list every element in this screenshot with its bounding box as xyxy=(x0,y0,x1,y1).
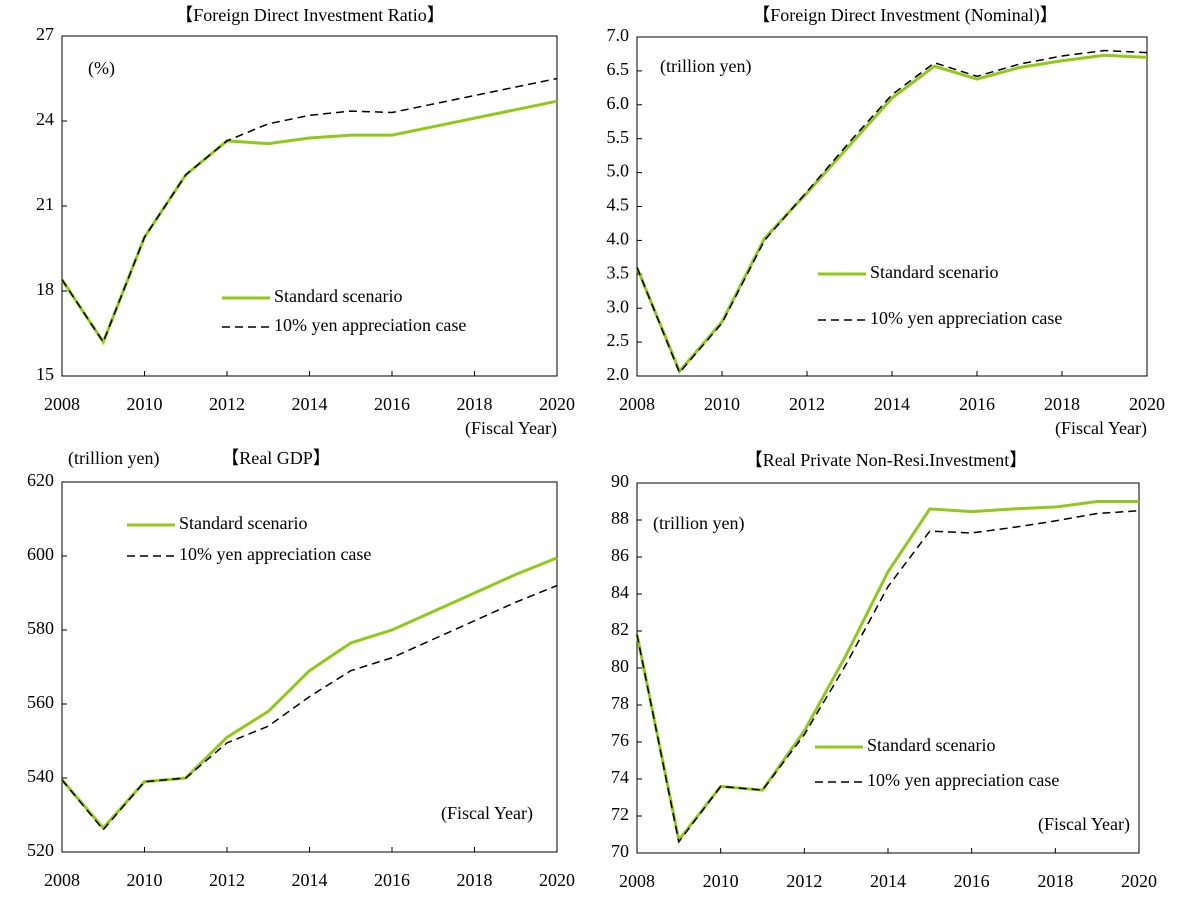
legend-label: 10% yen appreciation case xyxy=(867,770,1059,790)
x-tick-label: 2016 xyxy=(374,394,410,414)
x-tick-label: 2018 xyxy=(457,394,493,414)
x-tick-label: 2010 xyxy=(127,870,163,890)
annotation: (Fiscal Year) xyxy=(441,803,533,824)
y-tick-label: 520 xyxy=(27,840,54,860)
x-tick-label: 2018 xyxy=(457,870,493,890)
annotation: (trillion yen) xyxy=(660,56,751,77)
annotation: (Fiscal Year) xyxy=(1055,418,1147,439)
annotation: (Fiscal Year) xyxy=(465,418,557,439)
legend-label: 10% yen appreciation case xyxy=(179,544,371,564)
y-tick-label: 15 xyxy=(36,364,54,384)
x-tick-label: 2018 xyxy=(1037,871,1073,891)
x-tick-label: 2008 xyxy=(44,870,80,890)
x-tick-label: 2010 xyxy=(704,394,740,414)
x-tick-label: 2016 xyxy=(954,871,990,891)
x-tick-label: 2008 xyxy=(44,394,80,414)
chart-title: 【Real Private Non-Resi.Investment】 xyxy=(745,450,1027,470)
y-tick-label: 80 xyxy=(611,656,629,676)
legend-label: Standard scenario xyxy=(867,735,995,755)
x-tick-label: 2014 xyxy=(874,394,910,414)
x-tick-label: 2012 xyxy=(209,394,245,414)
legend-label: 10% yen appreciation case xyxy=(870,308,1062,328)
legend-label: Standard scenario xyxy=(870,262,998,282)
x-tick-label: 2012 xyxy=(786,871,822,891)
y-tick-label: 86 xyxy=(611,545,629,565)
annotation: (%) xyxy=(88,58,115,79)
x-tick-label: 2016 xyxy=(374,870,410,890)
y-tick-label: 580 xyxy=(27,618,54,638)
chart-title: 【Foreign Direct Investment Ratio】 xyxy=(175,5,444,25)
y-tick-label: 6.5 xyxy=(607,59,630,79)
y-tick-label: 90 xyxy=(611,471,629,491)
series-line xyxy=(61,77,558,344)
annotation: (Fiscal Year) xyxy=(1038,814,1130,835)
y-tick-label: 84 xyxy=(611,582,629,602)
y-tick-label: 620 xyxy=(27,470,54,490)
x-tick-label: 2010 xyxy=(703,871,739,891)
y-tick-label: 21 xyxy=(36,194,54,214)
plot-frame xyxy=(61,481,558,853)
y-tick-label: 70 xyxy=(611,841,629,861)
series-line xyxy=(636,510,1140,844)
y-tick-label: 88 xyxy=(611,508,629,528)
series-line xyxy=(61,584,558,831)
y-tick-label: 5.5 xyxy=(607,127,630,147)
y-tick-label: 2.0 xyxy=(607,364,630,384)
x-tick-label: 2014 xyxy=(292,870,328,890)
x-tick-label: 2008 xyxy=(619,394,655,414)
y-tick-label: 24 xyxy=(36,109,54,129)
y-tick-label: 82 xyxy=(611,619,629,639)
x-tick-label: 2010 xyxy=(127,394,163,414)
x-tick-label: 2020 xyxy=(539,394,575,414)
y-tick-label: 4.0 xyxy=(607,229,630,249)
y-tick-label: 560 xyxy=(27,692,54,712)
y-tick-label: 2.5 xyxy=(607,330,630,350)
x-tick-label: 2014 xyxy=(870,871,906,891)
legend-label: Standard scenario xyxy=(179,513,307,533)
annotation: (trillion yen) xyxy=(653,513,744,534)
series-line xyxy=(60,556,558,831)
y-tick-label: 7.0 xyxy=(607,25,630,45)
chart-title: 【Real GDP】 xyxy=(221,448,331,468)
x-tick-label: 2008 xyxy=(619,871,655,891)
x-tick-label: 2018 xyxy=(1044,394,1080,414)
x-tick-label: 2020 xyxy=(539,870,575,890)
x-tick-label: 2020 xyxy=(1129,394,1165,414)
y-tick-label: 74 xyxy=(611,767,629,787)
y-tick-label: 6.0 xyxy=(607,93,630,113)
y-tick-label: 540 xyxy=(27,766,54,786)
y-tick-label: 76 xyxy=(611,730,629,750)
y-tick-label: 600 xyxy=(27,544,54,564)
y-tick-label: 4.5 xyxy=(607,195,630,215)
x-tick-label: 2012 xyxy=(209,870,245,890)
y-tick-label: 3.5 xyxy=(607,262,630,282)
series-line xyxy=(635,53,1148,375)
chart-title: 【Foreign Direct Investment (Nominal)】 xyxy=(752,5,1057,26)
annotation: (trillion yen) xyxy=(68,448,159,469)
y-tick-label: 18 xyxy=(36,279,54,299)
y-tick-label: 3.0 xyxy=(607,296,630,316)
x-tick-label: 2012 xyxy=(789,394,825,414)
legend-label: 10% yen appreciation case xyxy=(274,315,466,335)
series-line xyxy=(636,49,1148,375)
x-tick-label: 2016 xyxy=(959,394,995,414)
y-tick-label: 5.0 xyxy=(607,161,630,181)
y-tick-label: 72 xyxy=(611,804,629,824)
legend-label: Standard scenario xyxy=(274,286,402,306)
x-tick-label: 2020 xyxy=(1121,871,1157,891)
x-tick-label: 2014 xyxy=(292,394,328,414)
y-tick-label: 27 xyxy=(36,24,54,44)
y-tick-label: 78 xyxy=(611,693,629,713)
